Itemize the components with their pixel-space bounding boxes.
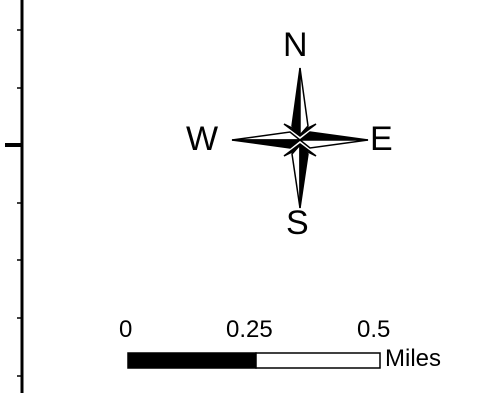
compass-rose-icon [231,67,369,209]
scale-units-label: Miles [385,345,442,372]
compass-west-label: W [186,120,219,158]
scale-tick-label-05: 0.5 [357,316,391,343]
scale-tick-label-025: 0.25 [226,316,273,343]
scale-bar-segment-white [255,352,381,369]
scale-tick-label-0: 0 [119,316,133,343]
compass-south-label: S [286,204,309,242]
compass-north-label: N [283,26,308,64]
scale-bar [127,352,381,369]
scale-bar-segment-black [127,352,257,369]
compass-east-label: E [370,120,393,158]
